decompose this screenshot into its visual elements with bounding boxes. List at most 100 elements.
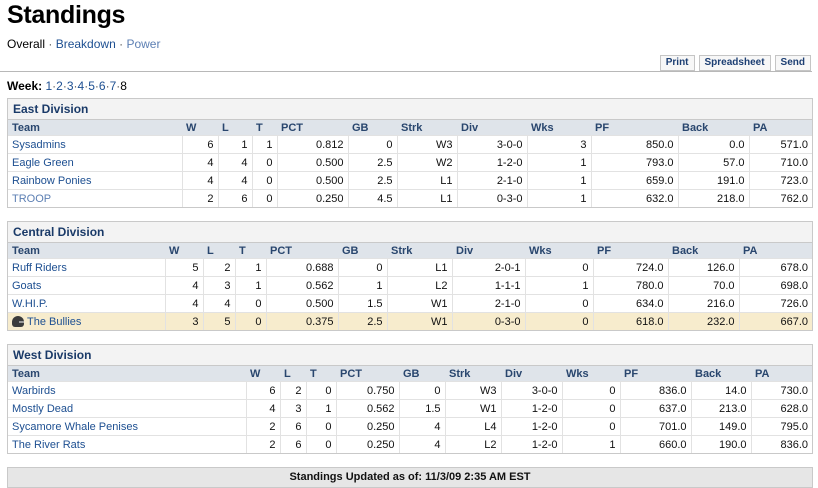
east-division: East Division Team W L T PCT GB Strk Div… [7, 98, 813, 208]
col-header-back[interactable]: Back [691, 365, 751, 382]
team-link[interactable]: W.HI.P. [8, 294, 165, 313]
col-header-pf[interactable]: PF [620, 365, 691, 382]
week-separator: · [52, 79, 57, 93]
week-link-4[interactable]: 4 [77, 79, 85, 93]
wins-cell: 6 [181, 135, 218, 154]
subnav-breakdown-link[interactable]: Breakdown [55, 37, 116, 51]
col-header-gb[interactable]: GB [348, 119, 397, 136]
streak-cell: W3 [396, 135, 457, 154]
team-link[interactable]: TROOP [8, 189, 182, 207]
pf-cell: 634.0 [592, 294, 668, 313]
ties-cell: 0 [251, 153, 277, 172]
subnav-power-link[interactable]: Power [126, 37, 161, 51]
week-label: Week: [7, 79, 43, 93]
col-header-pa[interactable]: PA [751, 365, 812, 382]
page-title: Standings [7, 1, 126, 29]
col-header-gb[interactable]: GB [338, 242, 387, 259]
team-link[interactable]: Sycamore Whale Penises [8, 417, 246, 436]
team-link[interactable]: Goats [8, 276, 165, 295]
col-header-strk[interactable]: Strk [397, 119, 457, 136]
pct-cell: 0.812 [276, 135, 348, 154]
wins-cell: 4 [164, 276, 203, 295]
col-header-w[interactable]: W [182, 119, 218, 136]
wins-cell: 4 [181, 171, 218, 190]
pa-cell: 836.0 [750, 435, 812, 453]
div-record-cell: 1-2-0 [500, 399, 562, 418]
team-link[interactable]: Eagle Green [8, 153, 182, 172]
col-header-pa[interactable]: PA [739, 242, 812, 259]
col-header-wks[interactable]: Wks [562, 365, 620, 382]
col-header-div[interactable]: Div [452, 242, 525, 259]
team-link[interactable]: Mostly Dead [8, 399, 246, 418]
print-button[interactable]: Print [659, 55, 695, 71]
losses-cell: 2 [202, 258, 235, 277]
div-record-cell: 1-2-0 [500, 417, 562, 436]
team-link[interactable]: Sysadmins [8, 135, 182, 154]
back-cell: 14.0 [690, 381, 751, 400]
week-link-5[interactable]: 5 [88, 79, 95, 93]
col-header-wks[interactable]: Wks [527, 119, 591, 136]
col-header-pct[interactable]: PCT [277, 119, 348, 136]
back-cell: 190.0 [690, 435, 751, 453]
gb-cell: 4 [398, 435, 445, 453]
back-cell: 191.0 [677, 171, 749, 190]
streak-cell: L4 [444, 417, 501, 436]
streak-cell: L2 [386, 276, 452, 295]
wks-cell: 1 [526, 189, 591, 207]
col-header-team[interactable]: Team [8, 119, 182, 136]
week-link-7[interactable]: 7 [109, 79, 117, 93]
streak-cell: L1 [396, 171, 457, 190]
spreadsheet-button[interactable]: Spreadsheet [698, 55, 771, 71]
col-header-strk[interactable]: Strk [387, 242, 452, 259]
col-header-gb[interactable]: GB [399, 365, 445, 382]
col-header-w[interactable]: W [246, 365, 280, 382]
streak-cell: W1 [444, 399, 501, 418]
div-record-cell: 2-1-0 [451, 294, 525, 313]
week-separator: · [84, 79, 89, 93]
team-name[interactable]: The Bullies [27, 315, 82, 328]
standings-table: Team W L T PCT GB Strk Div Wks PF Back P… [8, 365, 812, 453]
col-header-div[interactable]: Div [457, 119, 527, 136]
col-header-w[interactable]: W [165, 242, 203, 259]
col-header-pf[interactable]: PF [591, 119, 678, 136]
ties-cell: 0 [251, 189, 277, 207]
col-header-strk[interactable]: Strk [445, 365, 501, 382]
col-header-l[interactable]: L [218, 119, 252, 136]
col-header-pct[interactable]: PCT [266, 242, 338, 259]
col-header-team[interactable]: Team [8, 242, 165, 259]
helmet-icon [12, 315, 24, 327]
col-header-l[interactable]: L [280, 365, 306, 382]
team-link[interactable]: Rainbow Ponies [8, 171, 182, 190]
col-header-team[interactable]: Team [8, 365, 246, 382]
pa-cell: 762.0 [748, 189, 812, 207]
team-link[interactable]: Ruff Riders [8, 258, 165, 277]
col-header-l[interactable]: L [203, 242, 235, 259]
back-cell: 126.0 [667, 258, 739, 277]
wins-cell: 2 [181, 189, 218, 207]
col-header-pct[interactable]: PCT [336, 365, 399, 382]
week-link-1[interactable]: 1 [45, 79, 53, 93]
streak-cell: W2 [396, 153, 457, 172]
gb-cell: 0 [347, 135, 397, 154]
col-header-back[interactable]: Back [678, 119, 749, 136]
standings-table: Team W L T PCT GB Strk Div Wks PF Back P… [8, 242, 812, 330]
team-link[interactable]: The River Rats [8, 435, 246, 453]
week-link-6[interactable]: 6 [98, 79, 106, 93]
col-header-pf[interactable]: PF [593, 242, 668, 259]
week-link-2[interactable]: 2 [56, 79, 63, 93]
col-header-back[interactable]: Back [668, 242, 739, 259]
week-link-3[interactable]: 3 [66, 79, 74, 93]
team-link[interactable]: The Bullies [8, 312, 165, 330]
west-division: West Division Team W L T PCT GB Strk Div… [7, 344, 813, 454]
col-header-t[interactable]: T [235, 242, 266, 259]
team-link[interactable]: Warbirds [8, 381, 246, 400]
col-header-pa[interactable]: PA [749, 119, 812, 136]
streak-cell: W1 [386, 312, 452, 330]
send-button[interactable]: Send [774, 55, 811, 71]
gb-cell: 2.5 [337, 312, 387, 330]
col-header-wks[interactable]: Wks [525, 242, 593, 259]
col-header-t[interactable]: T [252, 119, 277, 136]
col-header-t[interactable]: T [306, 365, 336, 382]
col-header-div[interactable]: Div [501, 365, 562, 382]
ties-cell: 1 [234, 258, 266, 277]
